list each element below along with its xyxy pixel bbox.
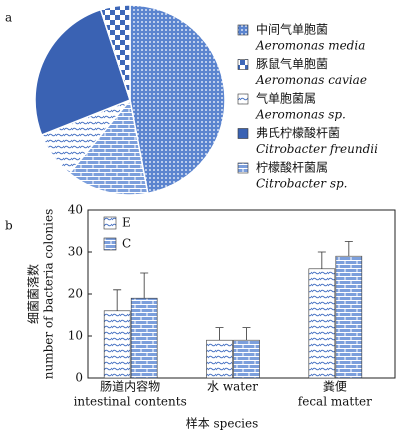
panel-label: b	[5, 219, 13, 233]
y-tick-label: 0	[75, 371, 83, 385]
error-bar	[344, 241, 353, 257]
legend-swatch	[237, 128, 249, 139]
y-tick-label: 30	[68, 245, 83, 259]
legend-label: 气单胞菌属	[256, 91, 316, 106]
error-bar	[242, 327, 251, 341]
legend-label: Aeromonas sp.	[255, 108, 346, 122]
bar	[335, 255, 363, 379]
legend-swatch	[237, 24, 249, 36]
legend-label: C	[122, 237, 131, 251]
y-tick-label: 20	[68, 287, 83, 301]
legend-label: 弗氏柠檬酸杆菌	[256, 125, 340, 140]
panel-label: a	[5, 11, 12, 25]
error-bar	[215, 327, 224, 341]
x-tick-label: 肠道内容物	[100, 379, 160, 394]
pie-slice	[129, 4, 226, 195]
y-axis-title: number of bacteria colonies	[42, 209, 56, 380]
legend-label: Citrobacter freundii	[256, 142, 378, 156]
pie-slice	[68, 98, 149, 196]
x-tick-label: intestinal contents	[74, 395, 187, 409]
legend-label: E	[122, 216, 131, 230]
legend-label: 中间气单胞菌	[256, 22, 328, 37]
y-axis-title: 细菌菌落数	[26, 264, 41, 324]
legend-swatch	[237, 59, 249, 70]
x-tick-label: fecal matter	[298, 395, 372, 409]
y-tick-label: 40	[68, 203, 83, 217]
legend-label: Aeromonas media	[255, 39, 365, 53]
legend-swatch	[237, 93, 249, 105]
legend-label: 柠檬酸杆菌属	[256, 160, 328, 175]
legend-label: 豚鼠气单胞菌	[256, 56, 328, 71]
bar	[206, 339, 233, 379]
error-bar	[140, 272, 149, 299]
pie-slice	[34, 8, 131, 136]
y-tick-label: 10	[68, 329, 83, 343]
x-tick-label: 水 water	[207, 380, 258, 394]
bar	[130, 297, 158, 379]
legend-swatch	[103, 216, 117, 230]
legend-label: Citrobacter sp.	[256, 177, 348, 191]
legend-label: Aeromonas caviae	[255, 73, 367, 87]
bar	[308, 268, 336, 379]
x-tick-label: 粪便	[323, 380, 347, 394]
x-axis-title: 样本 species	[186, 416, 259, 431]
legend-swatch	[103, 237, 117, 251]
pie-slice	[99, 4, 131, 101]
bar	[233, 339, 260, 379]
legend-swatch	[237, 162, 249, 174]
error-bar	[113, 289, 122, 311]
bar	[103, 310, 131, 379]
error-bar	[317, 251, 326, 269]
